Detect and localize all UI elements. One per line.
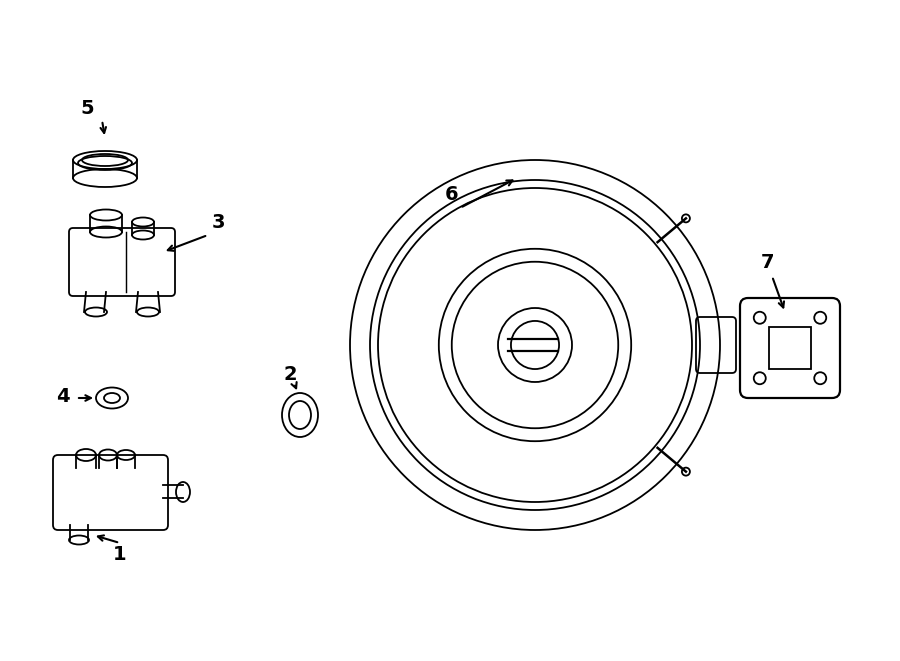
Text: 4: 4	[56, 387, 70, 405]
Text: 6: 6	[446, 186, 459, 204]
Text: 3: 3	[212, 212, 225, 231]
Text: 5: 5	[80, 98, 94, 118]
Text: 7: 7	[761, 254, 775, 272]
Text: 2: 2	[284, 366, 297, 385]
Text: 1: 1	[113, 545, 127, 564]
